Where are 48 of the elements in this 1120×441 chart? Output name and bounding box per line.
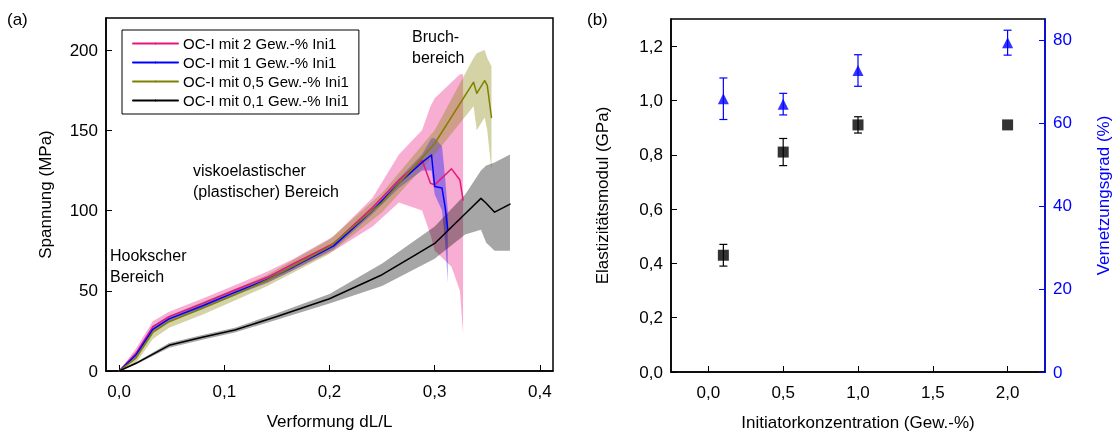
x-tick-label: 0,0 (696, 383, 721, 402)
y2-tick-label: 40 (1053, 196, 1072, 216)
x-axis-title: Initiatorkonzentration (Gew.-%) (741, 413, 975, 432)
point (852, 65, 864, 76)
legend-label: OC-I mit 0,5 Gew.-% Ini1 (183, 73, 349, 90)
x-tick-label: 2,0 (995, 383, 1020, 402)
x-tick-label: 1,0 (846, 383, 870, 402)
x-tick-label: 0,1 (212, 382, 237, 401)
y-tick-label: 150 (69, 120, 98, 140)
y-tick-label: 0,4 (639, 253, 663, 273)
x-tick-label: 0,0 (107, 382, 131, 401)
legend-label: OC-I mit 0,1 Gew.-% Ini1 (183, 92, 349, 109)
x-tick-label: 0,2 (317, 382, 342, 401)
x-axis-title: Verformung dL/L (266, 412, 393, 431)
y-tick-label: 0,6 (639, 199, 663, 219)
y-tick-label: 50 (79, 281, 98, 301)
point (777, 98, 789, 110)
legend-label: OC-I mit 1 Gew.-% Ini1 (183, 54, 337, 71)
y-tick-label: 0,2 (639, 308, 663, 328)
annotation: viskoelastischer (plastischer) Bereich (193, 162, 339, 200)
y-tick-label: 200 (69, 40, 98, 60)
x-tick-label: 1,5 (920, 383, 945, 402)
point (1002, 37, 1014, 49)
y2-tick-label: 20 (1053, 279, 1072, 299)
chart-title: (a) (7, 10, 28, 29)
x-tick-label: 0,4 (528, 382, 552, 401)
y-tick-label: 0 (88, 361, 98, 381)
y-axis-title: Spannung (MPa) (36, 130, 55, 259)
y-tick-label: 1,0 (639, 90, 663, 110)
legend-label: OC-I mit 2 Gew.-% Ini1 (183, 35, 337, 52)
y-axis-title: Elastizitätsmodul (GPa) (593, 106, 612, 285)
y2-tick-label: 80 (1053, 30, 1072, 50)
x-tick-label: 0,5 (771, 383, 796, 402)
y2-tick-label: 0 (1053, 362, 1063, 382)
y-tick-label: 100 (69, 201, 98, 221)
annotation: Hookscher Bereich (110, 247, 188, 285)
y-tick-label: 0,0 (639, 362, 663, 382)
y2-axis-title: Vernetzungsgrad (%) (1094, 115, 1113, 276)
point (717, 249, 729, 261)
point (717, 93, 729, 105)
point (1002, 119, 1014, 131)
annotation: Bruch- bereich (412, 28, 465, 66)
y-tick-label: 0,8 (639, 145, 663, 165)
point (777, 146, 789, 158)
y2-tick-label: 60 (1053, 113, 1072, 133)
y-tick-label: 1,2 (639, 36, 663, 56)
x-tick-label: 0,3 (422, 382, 447, 401)
chart-title: (b) (587, 10, 608, 29)
